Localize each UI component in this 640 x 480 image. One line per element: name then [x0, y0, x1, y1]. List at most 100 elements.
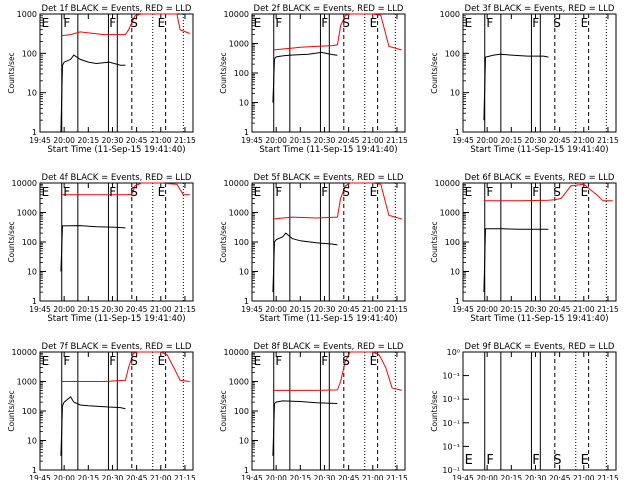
event-marker-label: S [342, 16, 350, 30]
y-axis-label: Counts/sec [7, 390, 16, 431]
x-tick-label: 20:00 [476, 474, 498, 480]
x-tick-label: 20:30 [314, 305, 336, 314]
y-tick-label: 1000 [229, 378, 249, 387]
x-tick-label: 21:00 [362, 305, 384, 314]
x-tick-label: 20:00 [476, 305, 498, 314]
event-marker-label: F [275, 16, 282, 30]
event-marker-label: S [553, 453, 561, 468]
series-events-line [60, 225, 126, 272]
panel-title: Det 6f BLACK = Events, RED = LLD [465, 173, 615, 183]
x-tick-label: 20:15 [78, 474, 100, 480]
event-marker-label: S [130, 354, 138, 368]
event-marker-label: F [321, 185, 328, 199]
series-events-line [272, 232, 338, 293]
event-marker-label: E [581, 185, 589, 199]
panel-title: Det 2f BLACK = Events, RED = LLD [254, 4, 404, 14]
event-marker-label: E [581, 16, 589, 30]
series-events-line [60, 396, 126, 456]
y-tick-label: 10⁰ [447, 348, 460, 357]
x-tick-label: 21:15 [386, 474, 408, 480]
x-tick-label: 20:15 [78, 136, 100, 145]
y-tick-label: 1 [32, 128, 37, 137]
x-tick-label: 20:30 [102, 305, 124, 314]
plot-frame [39, 182, 194, 302]
event-marker-label: F [63, 354, 70, 368]
event-marker-label: E [581, 453, 589, 468]
panel-title: Det 1f BLACK = Events, RED = LLD [42, 4, 192, 14]
event-marker-label: S [342, 354, 350, 368]
x-tick-label: 19:45 [452, 305, 474, 314]
y-tick-label: 1000 [440, 209, 460, 218]
event-marker-label: E [42, 185, 50, 199]
y-tick-label: 100 [234, 69, 249, 78]
detector-panel-1: 1 10 100 1000 19:45 20:00 20:15 20:30 20:45 21:00… [7, 4, 196, 155]
x-tick-label: 20:30 [314, 474, 336, 480]
x-tick-label: 20:30 [314, 136, 336, 145]
event-marker-label: E [158, 185, 166, 199]
series-lld-line [272, 351, 402, 391]
x-tick-label: 20:45 [126, 136, 148, 145]
x-axis-label: Start Time (11-Sep-15 19:41:40) [470, 314, 608, 324]
x-tick-label: 20:15 [290, 474, 312, 480]
event-marker-label: E [370, 16, 378, 30]
event-marker-label: F [109, 185, 116, 199]
y-axis-label: Counts/sec [430, 52, 439, 93]
y-tick-label: 1000 [17, 10, 37, 19]
event-marker-label: F [532, 185, 539, 199]
y-tick-label: 10⁻¹ [442, 372, 460, 381]
panel-title: Det 7f BLACK = Events, RED = LLD [42, 342, 192, 352]
series-events-line [483, 228, 549, 293]
x-tick-label: 19:45 [241, 305, 263, 314]
x-tick-label: 19:45 [29, 136, 51, 145]
plot-frame [251, 351, 406, 471]
plot-frame [462, 13, 617, 133]
event-marker-label: F [486, 453, 493, 468]
event-marker-label: S [342, 185, 350, 199]
event-marker-label: F [275, 185, 282, 199]
detector-panel-5: 1 10 100 1000 10000 19:45 20:00 20:15 20:30 20:45… [219, 173, 408, 324]
x-tick-label: 20:30 [102, 474, 124, 480]
detector-panel-4: 1 10 100 1000 10000 19:45 20:00 20:15 20:30 20:45… [7, 173, 196, 324]
panel-title: Det 3f BLACK = Events, RED = LLD [465, 4, 615, 14]
detector-panel-3: 1 10 100 1000 19:45 20:00 20:15 20:30 20:45 21:00… [430, 4, 619, 155]
y-tick-label: 1 [455, 128, 460, 137]
y-tick-label: 100 [22, 49, 37, 58]
panel-title: Det 9f BLACK = Events, RED = LLD [465, 342, 615, 352]
x-tick-label: 20:30 [525, 136, 547, 145]
x-tick-label: 20:30 [102, 136, 124, 145]
series-events-line [272, 51, 338, 103]
event-marker-label: E [42, 354, 50, 368]
panel-title: Det 4f BLACK = Events, RED = LLD [42, 173, 192, 183]
y-tick-label: 10⁻¹ [442, 466, 460, 475]
plot-frame [251, 13, 406, 133]
x-tick-label: 21:00 [150, 474, 172, 480]
x-tick-label: 21:00 [573, 305, 595, 314]
x-tick-label: 20:00 [53, 474, 75, 480]
x-tick-label: 20:45 [549, 305, 571, 314]
x-axis-label: Start Time (11-Sep-15 19:41:40) [47, 314, 185, 324]
x-tick-label: 20:00 [476, 136, 498, 145]
x-tick-label: 21:00 [573, 474, 595, 480]
series-lld-line [60, 182, 190, 196]
y-tick-label: 10000 [12, 179, 37, 188]
y-tick-label: 1 [32, 297, 37, 306]
plot-frame [39, 13, 194, 133]
event-marker-label: F [321, 354, 328, 368]
series-lld-line [60, 351, 190, 382]
series-events-line [272, 400, 338, 456]
y-tick-label: 1000 [440, 10, 460, 19]
event-marker-label: E [254, 16, 262, 30]
y-tick-label: 10⁻¹ [442, 419, 460, 428]
x-tick-label: 21:15 [386, 136, 408, 145]
detector-panel-7: 1 10 100 1000 10000 19:45 20:00 20:15 20:30 20:45… [7, 342, 196, 480]
event-marker-label: E [158, 354, 166, 368]
x-tick-label: 19:45 [241, 474, 263, 480]
y-tick-label: 1000 [229, 209, 249, 218]
y-tick-label: 10000 [435, 179, 460, 188]
x-tick-label: 19:45 [241, 136, 263, 145]
event-marker-label: F [486, 16, 493, 30]
event-marker-label: E [370, 185, 378, 199]
x-tick-label: 20:45 [338, 305, 360, 314]
